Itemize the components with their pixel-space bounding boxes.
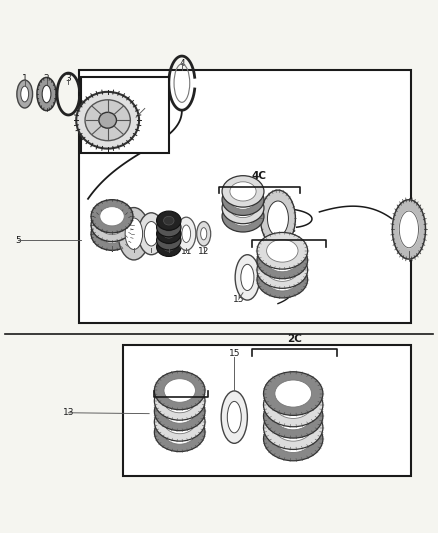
Ellipse shape	[164, 410, 195, 434]
Bar	[123, 345, 411, 476]
Ellipse shape	[275, 425, 311, 453]
Ellipse shape	[138, 213, 164, 255]
Ellipse shape	[154, 413, 205, 451]
Ellipse shape	[164, 421, 195, 444]
Text: 2C: 2C	[287, 334, 302, 344]
Ellipse shape	[164, 379, 195, 402]
Text: 8: 8	[131, 247, 137, 256]
Bar	[79, 70, 411, 323]
Ellipse shape	[264, 383, 323, 427]
Ellipse shape	[163, 223, 174, 231]
Ellipse shape	[197, 222, 211, 246]
Ellipse shape	[267, 239, 298, 262]
Bar	[81, 77, 169, 153]
Ellipse shape	[76, 92, 139, 149]
Ellipse shape	[230, 182, 256, 201]
Text: 15: 15	[233, 295, 244, 304]
Ellipse shape	[267, 249, 298, 272]
Ellipse shape	[257, 252, 307, 288]
Ellipse shape	[261, 190, 295, 247]
Ellipse shape	[91, 217, 133, 251]
Ellipse shape	[100, 207, 124, 226]
Ellipse shape	[275, 380, 311, 407]
Text: 2: 2	[44, 74, 49, 83]
Ellipse shape	[91, 208, 133, 241]
Ellipse shape	[222, 192, 264, 224]
Ellipse shape	[227, 401, 241, 433]
Ellipse shape	[163, 243, 174, 251]
Text: 4C: 4C	[173, 382, 188, 392]
Ellipse shape	[257, 261, 307, 298]
Ellipse shape	[264, 417, 323, 461]
Ellipse shape	[264, 372, 323, 415]
Text: 4C: 4C	[252, 171, 267, 181]
Ellipse shape	[201, 228, 207, 240]
Ellipse shape	[164, 400, 195, 423]
Ellipse shape	[99, 112, 117, 128]
Ellipse shape	[230, 198, 256, 217]
Ellipse shape	[222, 184, 264, 215]
Text: 13: 13	[63, 408, 74, 417]
Ellipse shape	[91, 200, 133, 233]
Ellipse shape	[257, 242, 307, 279]
Text: 10: 10	[163, 247, 174, 256]
Ellipse shape	[85, 100, 130, 141]
Ellipse shape	[163, 229, 174, 238]
Text: 15: 15	[229, 349, 240, 358]
Text: 11: 11	[180, 247, 192, 256]
Ellipse shape	[264, 394, 323, 438]
Ellipse shape	[221, 391, 247, 443]
Text: 4: 4	[179, 59, 185, 68]
Ellipse shape	[156, 217, 181, 237]
Ellipse shape	[100, 224, 124, 244]
Ellipse shape	[118, 207, 150, 260]
Ellipse shape	[100, 215, 124, 235]
Text: 14: 14	[275, 245, 286, 254]
Text: 3: 3	[66, 74, 71, 83]
Ellipse shape	[222, 176, 264, 207]
Ellipse shape	[182, 225, 191, 243]
Ellipse shape	[230, 190, 256, 209]
Text: 12: 12	[198, 247, 209, 256]
Ellipse shape	[156, 237, 181, 256]
Polygon shape	[399, 211, 419, 248]
Ellipse shape	[267, 268, 298, 291]
Ellipse shape	[222, 200, 264, 232]
Ellipse shape	[177, 217, 196, 251]
Ellipse shape	[163, 236, 174, 245]
Ellipse shape	[42, 85, 51, 103]
Ellipse shape	[156, 231, 181, 250]
Ellipse shape	[37, 77, 56, 111]
Ellipse shape	[156, 224, 181, 244]
Ellipse shape	[163, 216, 174, 225]
Ellipse shape	[230, 207, 256, 226]
Text: 16: 16	[403, 247, 415, 256]
Ellipse shape	[125, 218, 143, 249]
Ellipse shape	[154, 392, 205, 431]
Ellipse shape	[154, 372, 205, 410]
Text: 2C: 2C	[282, 224, 296, 235]
Ellipse shape	[154, 403, 205, 441]
Ellipse shape	[17, 80, 32, 108]
Ellipse shape	[164, 389, 195, 413]
Polygon shape	[392, 200, 426, 259]
Ellipse shape	[275, 414, 311, 441]
Ellipse shape	[275, 403, 311, 430]
Ellipse shape	[264, 406, 323, 449]
Ellipse shape	[145, 222, 158, 246]
Ellipse shape	[275, 391, 311, 418]
Text: 7: 7	[109, 245, 115, 254]
Text: 6: 6	[142, 104, 148, 113]
Ellipse shape	[257, 232, 307, 269]
Ellipse shape	[267, 259, 298, 281]
Ellipse shape	[235, 255, 260, 300]
Ellipse shape	[241, 264, 254, 290]
Ellipse shape	[21, 86, 28, 102]
Ellipse shape	[268, 201, 288, 236]
Ellipse shape	[156, 211, 181, 230]
Ellipse shape	[154, 382, 205, 420]
Text: 1: 1	[22, 74, 28, 83]
Text: 5: 5	[15, 236, 21, 245]
Text: 9: 9	[148, 247, 154, 256]
